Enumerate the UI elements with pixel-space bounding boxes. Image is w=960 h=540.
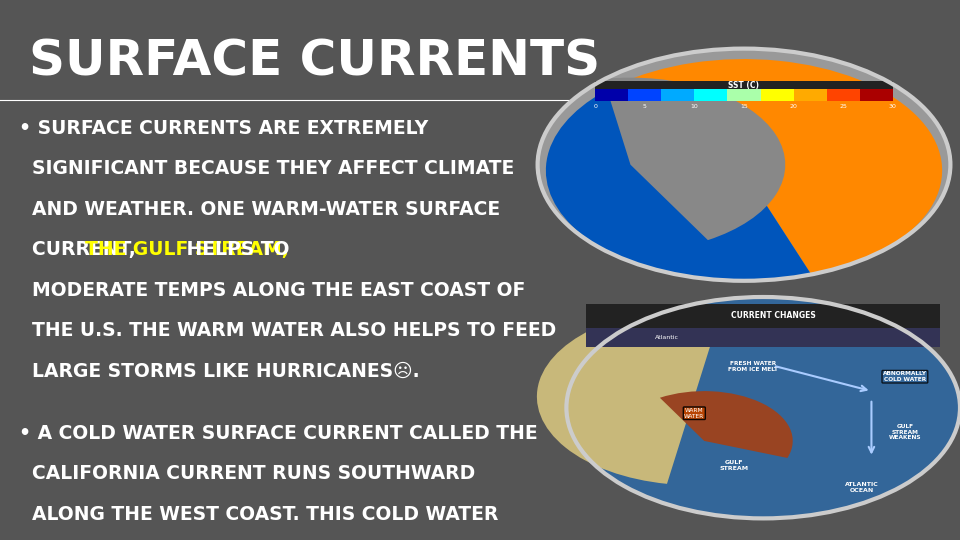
Wedge shape: [616, 59, 942, 275]
Text: GULF
STREAM: GULF STREAM: [719, 460, 748, 471]
Bar: [595, 89, 629, 101]
Text: Atlantic: Atlantic: [655, 335, 679, 340]
Circle shape: [566, 297, 960, 518]
Circle shape: [538, 49, 950, 281]
Text: 0: 0: [593, 104, 597, 109]
Bar: [586, 328, 941, 347]
Text: SURFACE CURRENTS: SURFACE CURRENTS: [29, 38, 600, 86]
Text: FRESH WATER
FROM ICE MELT: FRESH WATER FROM ICE MELT: [729, 361, 779, 372]
Bar: [794, 89, 827, 101]
Text: CALIFORNIA CURRENT RUNS SOUTHWARD: CALIFORNIA CURRENT RUNS SOUTHWARD: [19, 464, 475, 483]
Wedge shape: [546, 85, 812, 282]
Text: MODERATE TEMPS ALONG THE EAST COAST OF: MODERATE TEMPS ALONG THE EAST COAST OF: [19, 281, 525, 300]
Bar: [576, 259, 960, 294]
Text: ATLANTIC
OCEAN: ATLANTIC OCEAN: [845, 482, 878, 493]
Text: 15: 15: [740, 104, 748, 109]
Bar: [661, 89, 694, 101]
Text: WARM
WATER: WARM WATER: [684, 408, 705, 418]
Text: SST (C): SST (C): [729, 80, 759, 90]
Wedge shape: [604, 78, 785, 240]
Text: SIGNIFICANT BECAUSE THEY AFFECT CLIMATE: SIGNIFICANT BECAUSE THEY AFFECT CLIMATE: [19, 159, 515, 178]
Text: THE GULF STREAM,: THE GULF STREAM,: [84, 240, 288, 259]
Bar: [827, 89, 859, 101]
Wedge shape: [660, 391, 793, 458]
Bar: [728, 89, 760, 101]
Bar: [760, 89, 794, 101]
Bar: [595, 81, 893, 89]
Text: 25: 25: [839, 104, 847, 109]
Bar: [859, 89, 893, 101]
Bar: [694, 89, 728, 101]
Text: THE U.S. THE WARM WATER ALSO HELPS TO FEED: THE U.S. THE WARM WATER ALSO HELPS TO FE…: [19, 321, 557, 340]
Text: • A COLD WATER SURFACE CURRENT CALLED THE: • A COLD WATER SURFACE CURRENT CALLED TH…: [19, 424, 538, 443]
Text: GULF
STREAM
WEAKENS: GULF STREAM WEAKENS: [889, 424, 922, 440]
Text: 20: 20: [789, 104, 798, 109]
Text: ABNORMALLY
COLD WATER: ABNORMALLY COLD WATER: [883, 372, 927, 382]
Text: 10: 10: [690, 104, 698, 109]
Text: • SURFACE CURRENTS ARE EXTREMELY: • SURFACE CURRENTS ARE EXTREMELY: [19, 119, 428, 138]
Text: 30: 30: [889, 104, 897, 109]
Text: HELPS TO: HELPS TO: [180, 240, 289, 259]
Text: CURRENT,: CURRENT,: [19, 240, 142, 259]
Text: AND WEATHER. ONE WARM-WATER SURFACE: AND WEATHER. ONE WARM-WATER SURFACE: [19, 200, 500, 219]
Text: ALONG THE WEST COAST. THIS COLD WATER: ALONG THE WEST COAST. THIS COLD WATER: [19, 505, 498, 524]
Text: 5: 5: [643, 104, 647, 109]
Text: LARGE STORMS LIKE HURRICANES☹.: LARGE STORMS LIKE HURRICANES☹.: [19, 362, 420, 381]
Text: CURRENT CHANGES: CURRENT CHANGES: [731, 312, 815, 320]
Wedge shape: [537, 308, 722, 484]
Bar: [586, 303, 941, 328]
Bar: [629, 89, 661, 101]
